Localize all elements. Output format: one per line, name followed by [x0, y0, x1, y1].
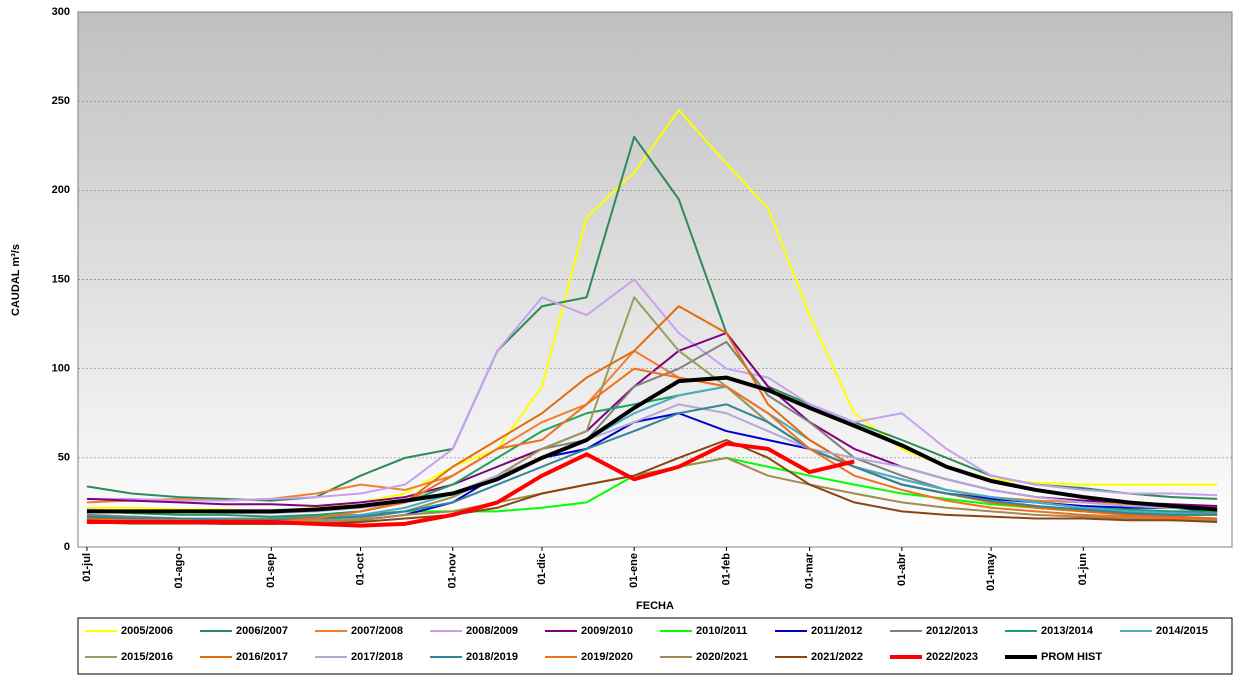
x-axis-title: FECHA [636, 600, 674, 612]
legend-label: 2009/2010 [581, 625, 633, 637]
legend-label: 2018/2019 [466, 651, 518, 663]
legend-label: 2013/2014 [1041, 625, 1094, 637]
legend-label: 2007/2008 [351, 625, 403, 637]
legend-label: 2008/2009 [466, 625, 518, 637]
legend-label: 2015/2016 [121, 651, 173, 663]
legend-label: 2011/2012 [811, 625, 862, 637]
legend-label: 2019/2020 [581, 651, 633, 663]
x-tick-label: 01-feb [720, 553, 732, 586]
x-tick-label: 01-oct [354, 553, 366, 586]
series-line [86, 375, 1218, 514]
series-line [86, 403, 1218, 522]
legend-box [77, 617, 1233, 675]
series-line [86, 441, 855, 528]
series-line [86, 278, 1218, 502]
x-tick-label: 01-jul [81, 553, 93, 582]
legend-label: 2017/2018 [351, 651, 403, 663]
legend-label: 2016/2017 [236, 651, 288, 663]
legend-label: 2020/2021 [696, 651, 748, 663]
y-tick-label: 200 [52, 184, 70, 196]
legend-label: 2006/2007 [236, 625, 288, 637]
x-tick-label: 01-may [985, 552, 997, 591]
y-tick-label: 100 [52, 363, 70, 375]
legend-label: PROM HIST [1041, 651, 1102, 663]
y-tick-label: 50 [58, 452, 70, 464]
x-tick-label: 01-jun [1077, 553, 1089, 586]
legend-label: 2010/2011 [696, 625, 747, 637]
y-tick-label: 150 [52, 273, 70, 285]
x-tick-label: 01-sep [265, 553, 277, 588]
x-tick-label: 01-ene [628, 553, 640, 588]
legend-label: 2014/2015 [1156, 625, 1208, 637]
x-tick-label: 01-dic [536, 553, 548, 585]
x-tick-label: 01-abr [896, 552, 908, 586]
x-tick-label: 01-nov [447, 552, 459, 588]
x-tick-label: 01-mar [804, 552, 816, 589]
y-tick-label: 250 [52, 95, 70, 107]
y-tick-label: 300 [52, 6, 70, 18]
y-tick-label: 0 [64, 541, 70, 553]
x-tick-label: 01-ago [173, 553, 185, 589]
legend-label: 2022/2023 [926, 651, 978, 663]
y-axis-title: CAUDAL m³/s [10, 244, 22, 316]
legend-label: 2012/2013 [926, 625, 978, 637]
legend-label: 2005/2006 [121, 625, 173, 637]
legend-label: 2021/2022 [811, 651, 863, 663]
